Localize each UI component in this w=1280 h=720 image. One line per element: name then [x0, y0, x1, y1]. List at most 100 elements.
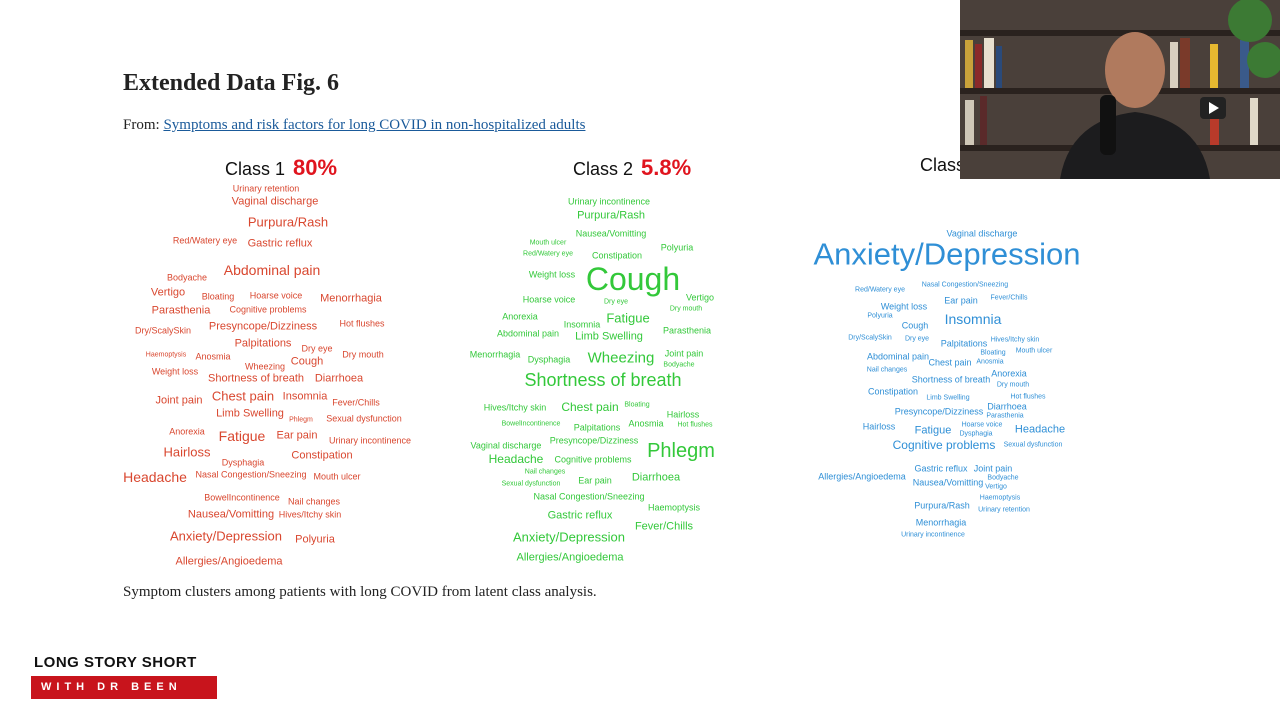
symptom-word: Limb Swelling: [575, 330, 643, 343]
symptom-word: Dysphagia: [959, 430, 993, 438]
symptom-word: Vertigo: [150, 286, 186, 299]
symptom-word: Mouth ulcer: [313, 471, 361, 482]
symptom-word: BowelIncontinence: [204, 492, 280, 503]
symptom-word: Red/Watery eye: [172, 235, 238, 246]
symptom-word: Nasal Congestion/Sneezing: [195, 469, 307, 480]
symptom-word: Sexual dysfunction: [326, 413, 402, 424]
symptom-word: Parasthenia: [151, 304, 211, 317]
symptom-word: Dry mouth: [669, 305, 703, 313]
symptom-word: Nasal Congestion/Sneezing: [533, 491, 645, 502]
symptom-word: Mouth ulcer: [1015, 347, 1053, 355]
symptom-word: Cough: [585, 261, 681, 297]
symptom-word: Abdominal pain: [223, 262, 321, 278]
symptom-word: Hairloss: [163, 444, 211, 460]
symptom-word: Hairloss: [862, 421, 896, 432]
symptom-word: Dry mouth: [342, 349, 384, 360]
symptom-word: Dry eye: [603, 298, 629, 306]
symptom-word: Weight loss: [151, 366, 199, 377]
symptom-word: Anorexia: [169, 426, 205, 437]
symptom-word: Anxiety/Depression: [170, 528, 282, 544]
symptom-word: Dry mouth: [996, 381, 1030, 389]
symptom-word: Dysphagia: [527, 354, 571, 365]
symptom-word: Nail changes: [287, 496, 341, 507]
symptom-word: Bodyache: [987, 474, 1019, 482]
symptom-word: Vaginal discharge: [946, 228, 1018, 239]
figure-title: Extended Data Fig. 6: [123, 70, 339, 96]
symptom-word: Haemoptysis: [145, 351, 187, 359]
symptom-word: Hot flushes: [677, 421, 713, 429]
symptom-word: Joint pain: [973, 463, 1013, 474]
symptom-word: Limb Swelling: [216, 407, 284, 420]
symptom-word: Ear pain: [276, 429, 318, 442]
symptom-word: Anorexia: [991, 368, 1027, 379]
symptom-word: Ear pain: [578, 475, 612, 486]
symptom-word: Hoarse voice: [249, 290, 303, 301]
symptom-word: Purpura/Rash: [247, 214, 329, 230]
cluster-share: 80%: [293, 155, 338, 180]
symptom-word: Hives/Itchy skin: [483, 402, 547, 413]
symptom-word: Red/Watery eye: [855, 286, 905, 294]
symptom-word: Fever/Chills: [990, 294, 1028, 302]
symptom-word: Insomnia: [282, 390, 328, 403]
symptom-word: Polyuria: [867, 312, 893, 320]
cluster-header: Class: [920, 155, 965, 176]
symptom-word: Joint pain: [664, 348, 704, 359]
webcam-overlay: [960, 0, 1280, 179]
cluster-header: Class 2 5.8%: [573, 155, 691, 181]
symptom-word: Chest pain: [211, 388, 275, 404]
host-banner: WITH DR BEEN: [31, 676, 217, 699]
symptom-word: Weight loss: [880, 301, 928, 312]
symptom-word: Diarrhoea: [631, 471, 681, 484]
symptom-word: Urinary incontinence: [901, 531, 965, 539]
symptom-word: Sexual dysfunction: [1003, 441, 1063, 449]
symptom-word: Urinary retention: [978, 506, 1030, 514]
symptom-word: Anxiety/Depression: [513, 529, 625, 545]
symptom-word: Wheezing: [587, 349, 655, 367]
symptom-word: Cough: [901, 320, 929, 331]
symptom-word: Nausea/Vomitting: [912, 477, 984, 488]
symptom-word: Fever/Chills: [634, 520, 694, 533]
symptom-word: BowelIncontinence: [501, 420, 561, 428]
symptom-word: Anosmia: [976, 358, 1004, 366]
symptom-word: Cough: [290, 355, 324, 368]
symptom-word: Fever/Chills: [332, 397, 380, 408]
symptom-word: Vaginal discharge: [231, 195, 319, 208]
symptom-word: Hoarse voice: [522, 294, 576, 305]
source-link[interactable]: Symptoms and risk factors for long COVID…: [163, 117, 586, 133]
symptom-word: Fatigue: [606, 310, 650, 326]
symptom-word: Constipation: [867, 386, 919, 397]
symptom-word: Haemoptysis: [647, 502, 701, 513]
symptom-word: Dysphagia: [221, 457, 265, 468]
symptom-word: Bloating: [624, 401, 650, 409]
symptom-word: Dry eye: [904, 335, 930, 343]
symptom-word: Hives/Itchy skin: [990, 336, 1040, 344]
symptom-word: Abdominal pain: [496, 328, 560, 339]
symptom-word: Red/Watery eye: [523, 250, 573, 258]
figure-caption: Symptom clusters among patients with lon…: [123, 584, 597, 600]
symptom-word: Nail changes: [524, 468, 566, 476]
symptom-word: Parasthenia: [986, 412, 1024, 420]
symptom-word: Dry/ScalySkin: [134, 325, 192, 336]
symptom-word: Bloating: [201, 291, 235, 302]
symptom-word: Polyuria: [660, 242, 694, 253]
symptom-word: Palpitations: [234, 337, 292, 350]
symptom-word: Constipation: [591, 250, 643, 261]
symptom-word: Ear pain: [944, 295, 978, 306]
symptom-word: Insomnia: [944, 311, 1002, 327]
symptom-word: Hoarse voice: [961, 421, 1003, 429]
symptom-word: Menorrhagia: [915, 517, 967, 528]
symptom-word: Anorexia: [502, 311, 538, 322]
symptom-word: Gastric reflux: [914, 463, 968, 474]
symptom-word: Dry/ScalySkin: [848, 334, 892, 342]
symptom-word: Cognitive problems: [554, 454, 632, 465]
symptom-word: Constipation: [291, 449, 353, 462]
symptom-word: Mouth ulcer: [529, 239, 567, 247]
symptom-word: Presyncope/Dizziness: [549, 435, 639, 446]
symptom-word: Headache: [123, 469, 187, 485]
symptom-word: Menorrhagia: [469, 349, 521, 360]
symptom-word: Shortness of breath: [524, 370, 682, 390]
symptom-word: Urinary incontinence: [567, 196, 651, 207]
symptom-word: Weight loss: [528, 269, 576, 280]
show-name: LONG STORY SHORT: [34, 654, 197, 671]
symptom-word: Gastric reflux: [247, 237, 313, 250]
